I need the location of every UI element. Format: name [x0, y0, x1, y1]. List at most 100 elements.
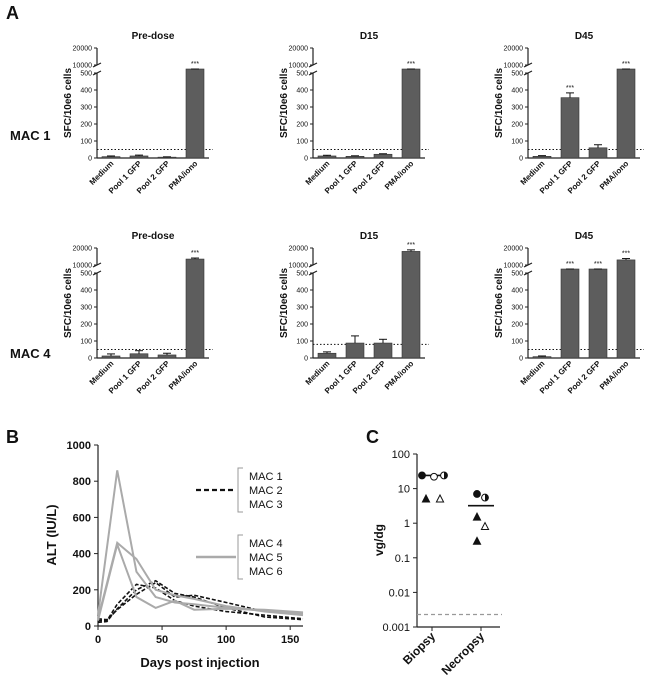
bar-pool-2-gfp: [373, 153, 393, 159]
y-tick-label: 10000: [289, 63, 309, 70]
bar-pma-iono: [616, 259, 636, 359]
chart-title: D45: [575, 231, 594, 242]
y-tick-label: 1: [404, 518, 410, 530]
y-axis-label: SFC/10e6 cells: [494, 268, 505, 338]
y-axis-label: SFC/10e6 cells: [279, 268, 290, 338]
y-tick-label: 20000: [73, 246, 93, 253]
y-tick-label: 500: [511, 71, 523, 78]
y-tick-label: 0: [88, 356, 92, 363]
y-tick-label: 400: [80, 288, 92, 295]
x-tick-label-biopsy: Biopsy: [400, 629, 438, 667]
row-label-mac1: MAC 1: [10, 128, 50, 143]
vgdg-scatter-chart: 0.001 0.01 0.1 1 10 100 vg/dg Biopsy Necropsy: [372, 449, 502, 678]
alt-line-chart: 0 200 400 600 800 1000 0 50 100 150 ALT (IU/L) Days…: [44, 440, 304, 670]
significance-label: ***: [407, 61, 415, 68]
data-point-filled-circle: [473, 490, 481, 498]
series-line-mac-2: [97, 579, 304, 624]
y-tick-label: 100: [296, 339, 308, 346]
y-tick-label: 0: [519, 156, 523, 163]
y-tick-label: 0: [88, 156, 92, 163]
y-axis-label: SFC/10e6 cells: [63, 268, 74, 338]
x-tick-label: 100: [217, 634, 235, 646]
significance-label: ***: [594, 261, 602, 268]
y-tick-label: 20000: [73, 46, 93, 53]
bar-pool-2-gfp: [588, 147, 608, 159]
legend-label: MAC 2: [249, 485, 283, 497]
y-axis-label: SFC/10e6 cells: [279, 68, 290, 138]
bar-pma-iono: [185, 258, 205, 359]
bar-pma-iono: [616, 68, 636, 159]
significance-label: ***: [622, 61, 630, 68]
y-axis-label: SFC/10e6 cells: [63, 68, 74, 138]
y-tick-label: 10: [398, 484, 410, 496]
bar-medium: [532, 156, 552, 159]
bar-pool-1-gfp: [560, 268, 580, 359]
bar-pool-2-gfp: [157, 354, 177, 359]
y-tick-label: 1000: [67, 440, 91, 452]
y-tick-label: 200: [80, 122, 92, 129]
x-tick-label: PMA/iono: [167, 159, 200, 192]
y-tick-label: 100: [80, 339, 92, 346]
data-point-filled-triangle: [421, 493, 431, 503]
legend-label: MAC 6: [249, 566, 283, 578]
chart-title: D15: [360, 31, 379, 42]
x-tick-label: Medium: [519, 359, 547, 387]
legend-label: MAC 3: [249, 499, 283, 511]
x-tick-label: PMA/iono: [383, 159, 416, 192]
row-label-mac4: MAC 4: [10, 346, 51, 361]
panel-label-a: A: [6, 3, 19, 23]
bar-medium: [317, 155, 337, 159]
x-tick-label: PMA/iono: [167, 359, 200, 392]
y-tick-label: 400: [511, 288, 523, 295]
y-tick-label: 400: [511, 88, 523, 95]
y-tick-label: 0.01: [389, 587, 410, 599]
legend-label: MAC 4: [249, 538, 283, 550]
legend-bracket-2: [237, 534, 243, 580]
y-tick-label: 400: [296, 88, 308, 95]
chart-title: Pre-dose: [132, 231, 175, 242]
y-tick-label: 20000: [289, 46, 309, 53]
y-tick-label: 300: [80, 105, 92, 112]
chart-title: D45: [575, 31, 594, 42]
x-axis-label: Days post injection: [140, 655, 259, 670]
y-tick-label: 0.1: [395, 553, 410, 565]
x-tick-label: Medium: [304, 159, 332, 187]
y-tick-label: 500: [80, 271, 92, 278]
bar-pool-2-gfp: [588, 268, 608, 359]
y-tick-label: 20000: [504, 46, 524, 53]
y-tick-label: 10000: [289, 263, 309, 270]
y-tick-label: 20000: [289, 246, 309, 253]
x-tick-label: 150: [281, 634, 299, 646]
panel-label-b: B: [6, 427, 19, 447]
x-tick-label-necropsy: Necropsy: [439, 629, 488, 678]
bar-pma-iono: [401, 251, 421, 359]
bar-pma-iono: [401, 68, 421, 159]
chart-title: D15: [360, 231, 379, 242]
x-tick-label: PMA/iono: [383, 359, 416, 392]
y-tick-label: 100: [511, 339, 523, 346]
significance-label: ***: [566, 85, 574, 92]
y-tick-label: 0.001: [382, 622, 410, 634]
data-point-half-fill: [444, 472, 448, 479]
x-tick-label: Medium: [88, 159, 116, 187]
x-tick-label: Medium: [519, 159, 547, 187]
bar-pma-iono: [185, 68, 205, 159]
bar-chart-1: Pre-dose SFC/10e6 cells 0 100 200 300 400 50010…: [63, 31, 213, 196]
data-point-half-fill: [485, 494, 489, 501]
y-tick-label: 200: [80, 322, 92, 329]
significance-label: ***: [191, 250, 199, 257]
bar-pool-1-gfp: [345, 156, 365, 159]
bar-medium: [101, 156, 121, 159]
y-tick-label: 300: [296, 305, 308, 312]
y-tick-label: 20000: [504, 246, 524, 253]
x-tick-label: Medium: [304, 359, 332, 387]
y-tick-label: 800: [73, 476, 91, 488]
y-tick-label: 10000: [504, 63, 524, 70]
legend-label: MAC 1: [249, 471, 283, 483]
x-tick-label: 0: [95, 634, 101, 646]
data-point-open-circle: [430, 472, 438, 481]
